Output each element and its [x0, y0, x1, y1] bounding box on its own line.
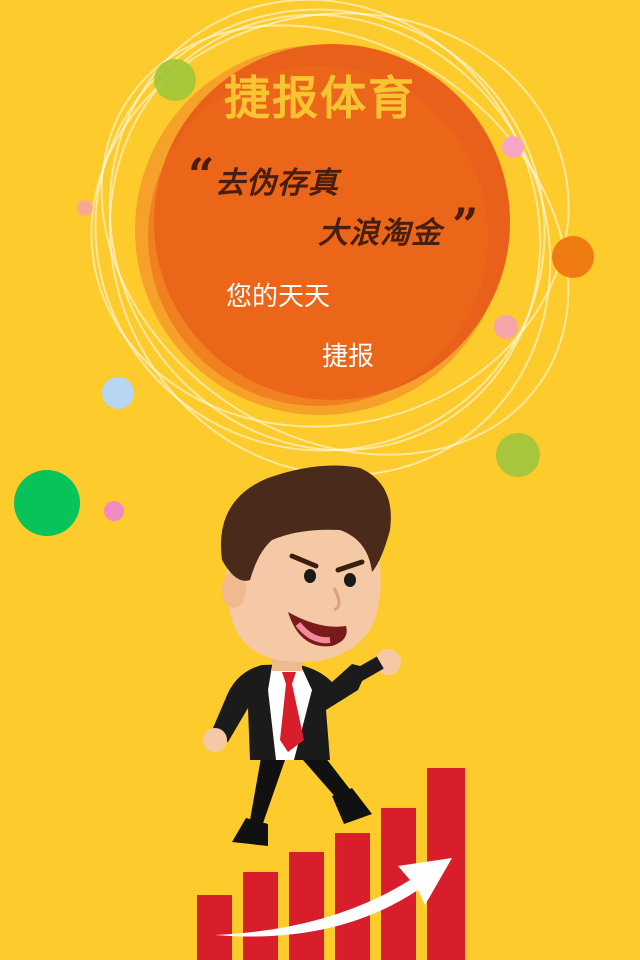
dot-orange-right [552, 236, 594, 278]
dot-pink-small [104, 501, 124, 521]
dot-pink-left [77, 200, 93, 216]
tagline-line-1: 您的天天 [226, 282, 331, 312]
slogan-line-2: 大浪淘金 [318, 216, 442, 251]
chart-bar [243, 872, 278, 960]
dot-green-top [154, 59, 196, 101]
quote-close-mark: ” [452, 198, 479, 252]
businessman-illustration [203, 465, 401, 846]
title-circle [135, 44, 510, 415]
brand-title: 捷报体育 [224, 71, 416, 125]
chart-bar [335, 833, 370, 960]
dot-pink-right [502, 136, 524, 158]
dot-blue [102, 377, 134, 409]
tagline-line-2: 捷报 [322, 342, 375, 372]
dot-green-right [496, 433, 540, 477]
quote-open-mark: “ [188, 148, 215, 202]
growth-arrow-icon [215, 858, 452, 937]
chart-bar [289, 852, 324, 960]
chart-bar [197, 895, 232, 960]
dot-pink-mid [494, 315, 518, 339]
dot-green-big [14, 470, 80, 536]
slogan-line-1: 去伪存真 [215, 166, 339, 201]
